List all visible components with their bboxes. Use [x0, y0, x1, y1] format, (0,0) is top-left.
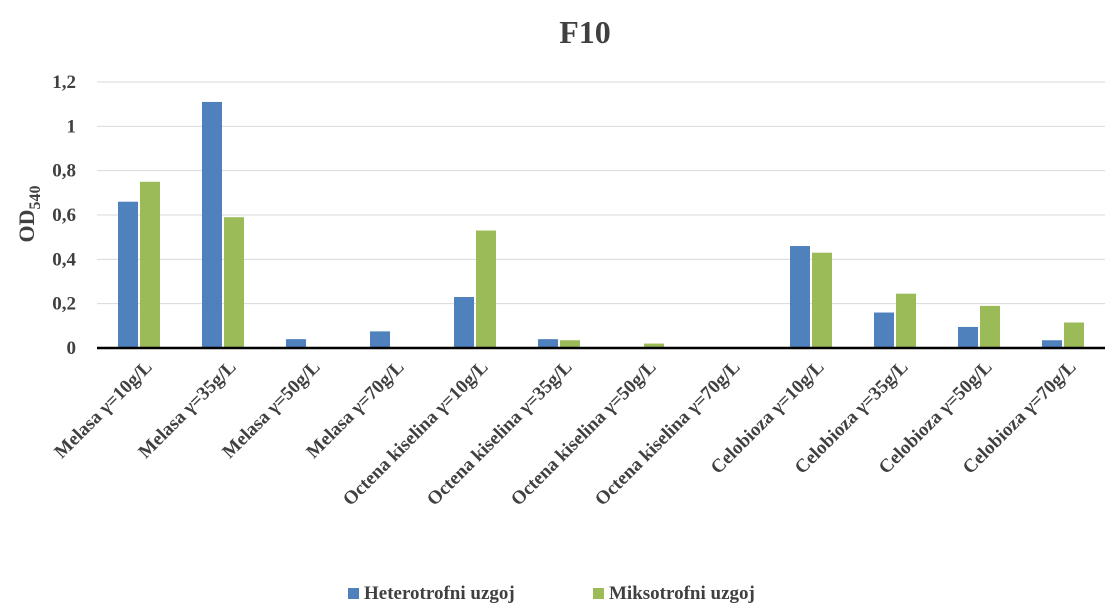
legend-swatch-miksotrofni	[593, 588, 604, 599]
y-axis-label: OD540	[14, 186, 44, 243]
y-tick-label: 0	[67, 338, 77, 359]
y-tick-label: 0,2	[52, 294, 76, 315]
bar-heterotrofni-uzgoj	[286, 339, 306, 348]
y-tick-label: 0,6	[52, 205, 76, 226]
bar-miksotrofni-uzgoj	[644, 343, 664, 348]
bar-miksotrofni-uzgoj	[980, 305, 1000, 348]
chart-title: F10	[559, 14, 611, 50]
bar-heterotrofni-uzgoj	[958, 326, 978, 348]
bar-miksotrofni-uzgoj	[224, 217, 244, 348]
bar-heterotrofni-uzgoj	[370, 331, 390, 348]
bar-miksotrofni-uzgoj	[812, 252, 832, 348]
bar-miksotrofni-uzgoj	[560, 340, 580, 348]
bar-heterotrofni-uzgoj	[538, 339, 558, 348]
y-tick-labels: 0 0,2 0,4 0,6 0,8 1 1,2	[52, 72, 76, 359]
y-axis-label-subscript: 540	[27, 186, 44, 210]
category-label: Octena kiselina γ=35g/L	[423, 357, 576, 510]
gridlines	[97, 81, 1105, 305]
bar-miksotrofni-uzgoj	[1064, 322, 1084, 348]
bars	[118, 101, 1084, 348]
bar-heterotrofni-uzgoj	[1042, 340, 1062, 348]
legend-label-miksotrofni: Miksotrofni uzgoj	[609, 583, 755, 604]
legend-label-heterotrofni: Heterotrofni uzgoj	[364, 583, 515, 604]
category-label: Octena kiselina γ=50g/L	[507, 357, 660, 510]
y-tick-label: 0,4	[52, 249, 76, 270]
category-label: Octena kiselina γ=10g/L	[339, 357, 492, 510]
bar-miksotrofni-uzgoj	[896, 293, 916, 348]
bar-miksotrofni-uzgoj	[140, 181, 160, 348]
bar-heterotrofni-uzgoj	[874, 312, 894, 348]
category-label: Octena kiselina γ=70g/L	[591, 357, 744, 510]
y-tick-label: 1,2	[52, 72, 76, 93]
legend: Heterotrofni uzgoj Miksotrofni uzgoj	[348, 583, 755, 604]
bar-heterotrofni-uzgoj	[790, 246, 810, 348]
bar-miksotrofni-uzgoj	[476, 230, 496, 348]
y-tick-label: 1	[67, 116, 77, 137]
y-axis-label-main: OD	[14, 210, 39, 243]
y-tick-label: 0,8	[52, 161, 76, 182]
bar-heterotrofni-uzgoj	[454, 297, 474, 348]
bar-heterotrofni-uzgoj	[202, 101, 222, 348]
legend-swatch-heterotrofni	[348, 588, 359, 599]
bar-heterotrofni-uzgoj	[118, 201, 138, 348]
